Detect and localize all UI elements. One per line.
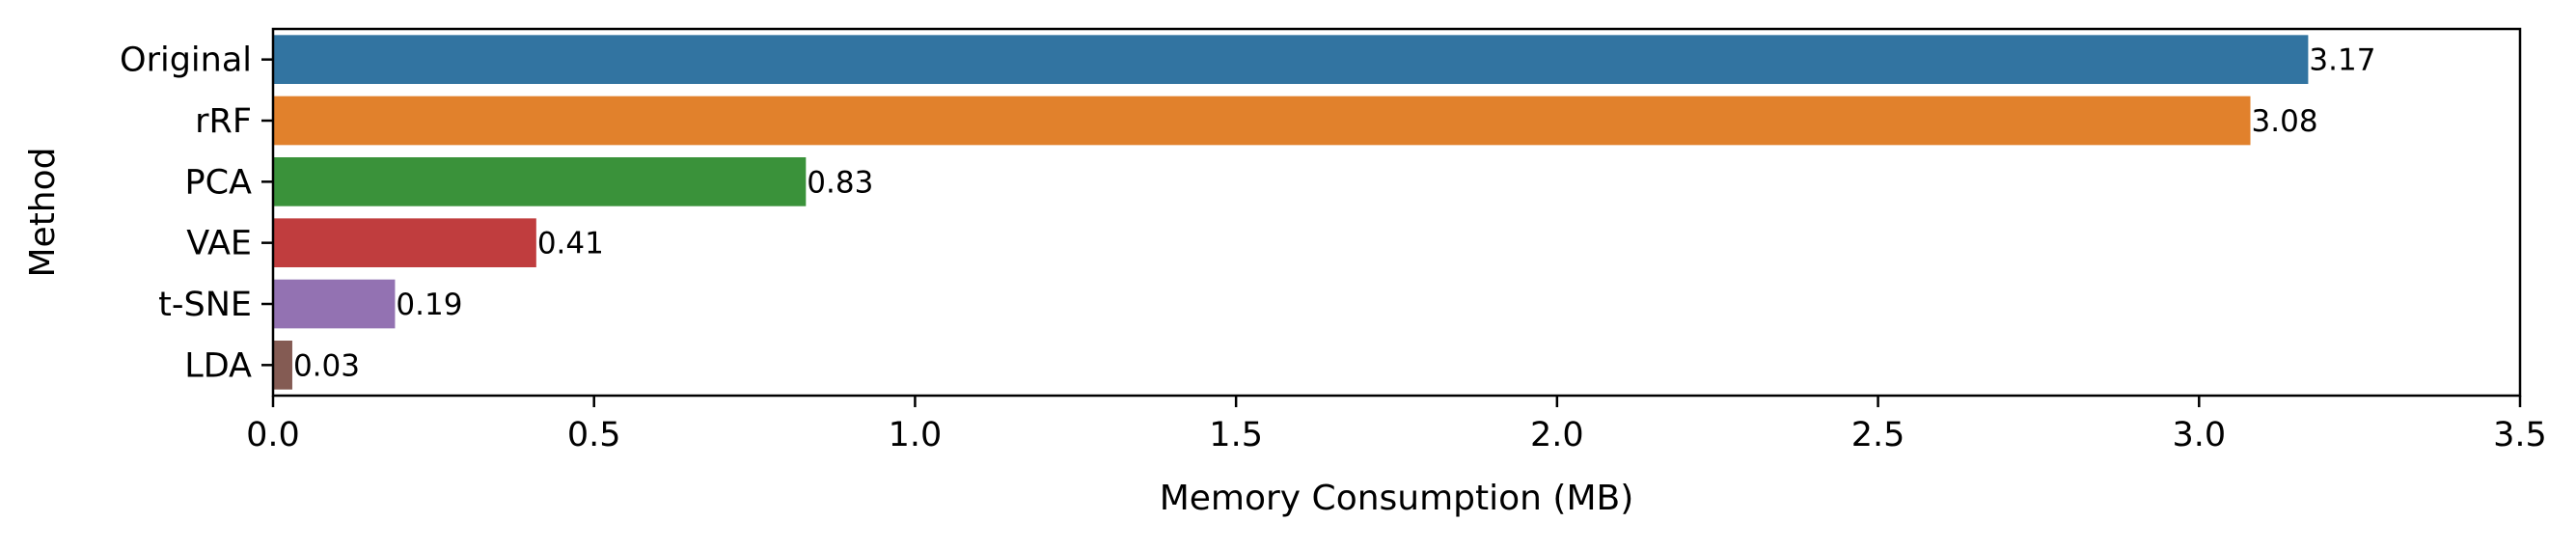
plot-frame [271,27,2522,398]
bar-t-sne [273,279,396,329]
x-tick-label-7: 3.5 [2493,416,2547,454]
data-label-lda: 0.03 [293,348,360,383]
y-tick-label-rrf: rRF [195,102,252,141]
x-tick-label-3: 1.5 [1209,416,1263,454]
data-label-pca: 0.83 [807,165,873,200]
bar-original [273,35,2309,84]
y-tick-label-t-sne: t-SNE [158,286,252,324]
data-label-vae: 0.41 [537,227,604,261]
bar-lda [273,341,292,390]
x-tick-label-5: 2.5 [1851,416,1905,454]
x-tick-label-4: 2.0 [1530,416,1584,454]
x-tick-label-0: 0.0 [246,416,300,454]
x-axis-label: Memory Consumption (MB) [1160,479,1634,518]
x-axis: 0.0 0.5 1.0 1.5 2.0 2.5 3.0 3.5 [246,396,2547,454]
bar-vae [273,218,536,267]
data-labels-layer: 3.17 3.08 0.83 0.41 0.19 0.03 [293,43,2375,384]
y-axis: Original rRF PCA VAE t-SNE LDA [120,41,273,385]
y-tick-label-lda: LDA [184,346,252,385]
data-label-rrf: 3.08 [2252,104,2318,139]
y-tick-label-vae: VAE [186,225,252,263]
x-tick-label-1: 0.5 [567,416,621,454]
data-label-original: 3.17 [2309,43,2375,78]
bar-rrf [273,96,2251,146]
data-label-t-sne: 0.19 [396,288,462,322]
x-tick-label-6: 3.0 [2172,416,2226,454]
bars-layer [273,35,2309,390]
y-axis-label: Method [23,147,63,277]
y-tick-label-pca: PCA [185,163,253,202]
bar-pca [273,157,807,206]
y-tick-label-original: Original [120,41,252,80]
x-tick-label-2: 1.0 [889,416,943,454]
